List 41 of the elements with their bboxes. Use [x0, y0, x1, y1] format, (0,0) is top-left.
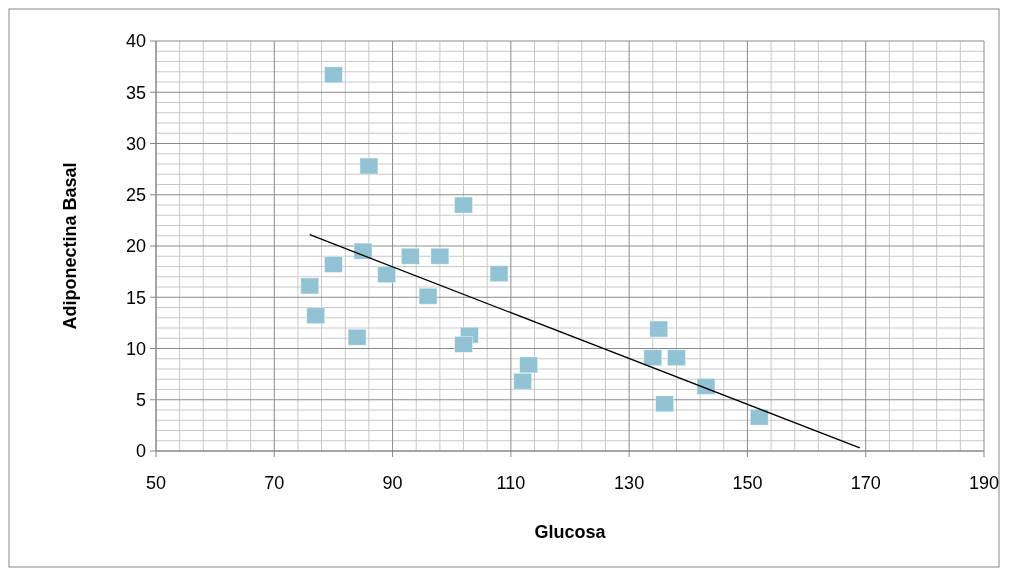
point	[430, 247, 450, 265]
point	[519, 356, 538, 374]
x-tick-label: 50	[145, 473, 167, 493]
point	[749, 408, 769, 426]
point	[347, 328, 367, 346]
point	[377, 266, 397, 284]
y-tick-label: 25	[125, 185, 146, 206]
point	[489, 265, 509, 283]
y-tick-label: 30	[125, 133, 146, 154]
x-tick-label: 170	[850, 473, 881, 493]
point	[400, 247, 420, 265]
point	[454, 336, 473, 353]
point	[300, 277, 320, 295]
y-tick-label: 0	[135, 441, 146, 462]
y-tick-label: 5	[135, 390, 146, 411]
point	[667, 349, 686, 367]
point	[418, 287, 438, 305]
x-tick-label: 190	[968, 473, 1000, 493]
point	[454, 196, 473, 214]
x-tick-label: 150	[732, 473, 763, 493]
point	[353, 242, 373, 260]
point	[324, 66, 343, 84]
point	[306, 307, 326, 325]
x-tick-label: 70	[264, 473, 285, 493]
y-tick-label: 35	[125, 82, 146, 103]
point	[324, 256, 343, 273]
x-tick-label: 90	[382, 473, 403, 493]
y-tick-label: 15	[125, 287, 146, 308]
point	[696, 378, 716, 395]
point	[643, 349, 663, 367]
x-tick-label: 130	[614, 473, 645, 493]
y-axis-title: Adiponectina Basal	[60, 162, 80, 330]
point	[655, 395, 675, 413]
x-axis-title: Glucosa	[534, 522, 607, 542]
point	[359, 157, 379, 175]
x-tick-label: 110	[496, 473, 526, 493]
point	[649, 320, 669, 338]
y-tick-label: 20	[125, 236, 146, 257]
y-tick-label: 10	[125, 338, 146, 359]
point	[513, 372, 533, 390]
y-tick-label: 40	[125, 31, 146, 52]
